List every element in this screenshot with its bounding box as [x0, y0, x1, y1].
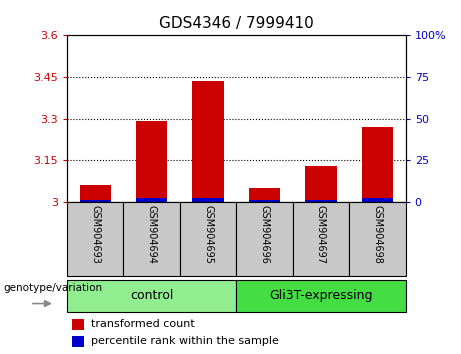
- Text: percentile rank within the sample: percentile rank within the sample: [91, 336, 279, 346]
- Text: control: control: [130, 289, 173, 302]
- Text: GSM904693: GSM904693: [90, 205, 100, 264]
- Bar: [67, 280, 236, 312]
- Bar: [293, 202, 349, 276]
- Bar: [123, 202, 180, 276]
- Bar: [80, 200, 111, 202]
- Bar: [349, 202, 406, 276]
- Text: Gli3T-expressing: Gli3T-expressing: [269, 289, 373, 302]
- Bar: [193, 81, 224, 202]
- Bar: [136, 199, 167, 202]
- Text: GSM904697: GSM904697: [316, 205, 326, 264]
- Bar: [306, 166, 337, 202]
- Bar: [71, 319, 84, 330]
- Text: GSM904694: GSM904694: [147, 205, 157, 264]
- Bar: [249, 188, 280, 202]
- Text: GSM904696: GSM904696: [260, 205, 270, 264]
- Bar: [80, 185, 111, 202]
- Bar: [306, 200, 337, 202]
- Bar: [180, 202, 236, 276]
- Bar: [193, 199, 224, 202]
- Bar: [136, 121, 167, 202]
- Text: genotype/variation: genotype/variation: [3, 282, 102, 293]
- Text: transformed count: transformed count: [91, 319, 195, 329]
- Bar: [236, 202, 293, 276]
- Bar: [362, 127, 393, 202]
- Title: GDS4346 / 7999410: GDS4346 / 7999410: [159, 16, 313, 32]
- Bar: [67, 202, 123, 276]
- Text: GSM904695: GSM904695: [203, 205, 213, 264]
- Bar: [71, 336, 84, 347]
- Bar: [236, 280, 406, 312]
- Bar: [249, 200, 280, 202]
- Text: GSM904698: GSM904698: [372, 205, 383, 264]
- Bar: [362, 199, 393, 202]
